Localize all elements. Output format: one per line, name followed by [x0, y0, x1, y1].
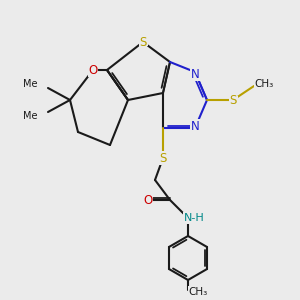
Bar [88, 66, 98, 74]
Text: CH₃: CH₃ [188, 287, 208, 297]
Bar [190, 70, 200, 78]
Bar [184, 214, 204, 222]
Bar [139, 38, 148, 46]
Text: O: O [88, 64, 98, 76]
Text: N-H: N-H [184, 213, 204, 223]
Bar [143, 196, 152, 204]
Bar [158, 154, 167, 162]
Text: N: N [190, 119, 200, 133]
Bar [190, 122, 200, 130]
Text: S: S [159, 152, 167, 164]
Text: S: S [229, 94, 237, 106]
Text: N: N [190, 68, 200, 80]
Bar [229, 96, 238, 104]
Text: CH₃: CH₃ [254, 79, 274, 89]
Text: S: S [139, 35, 147, 49]
Text: Me: Me [23, 79, 38, 89]
Text: O: O [143, 194, 153, 206]
Text: Me: Me [23, 111, 38, 121]
